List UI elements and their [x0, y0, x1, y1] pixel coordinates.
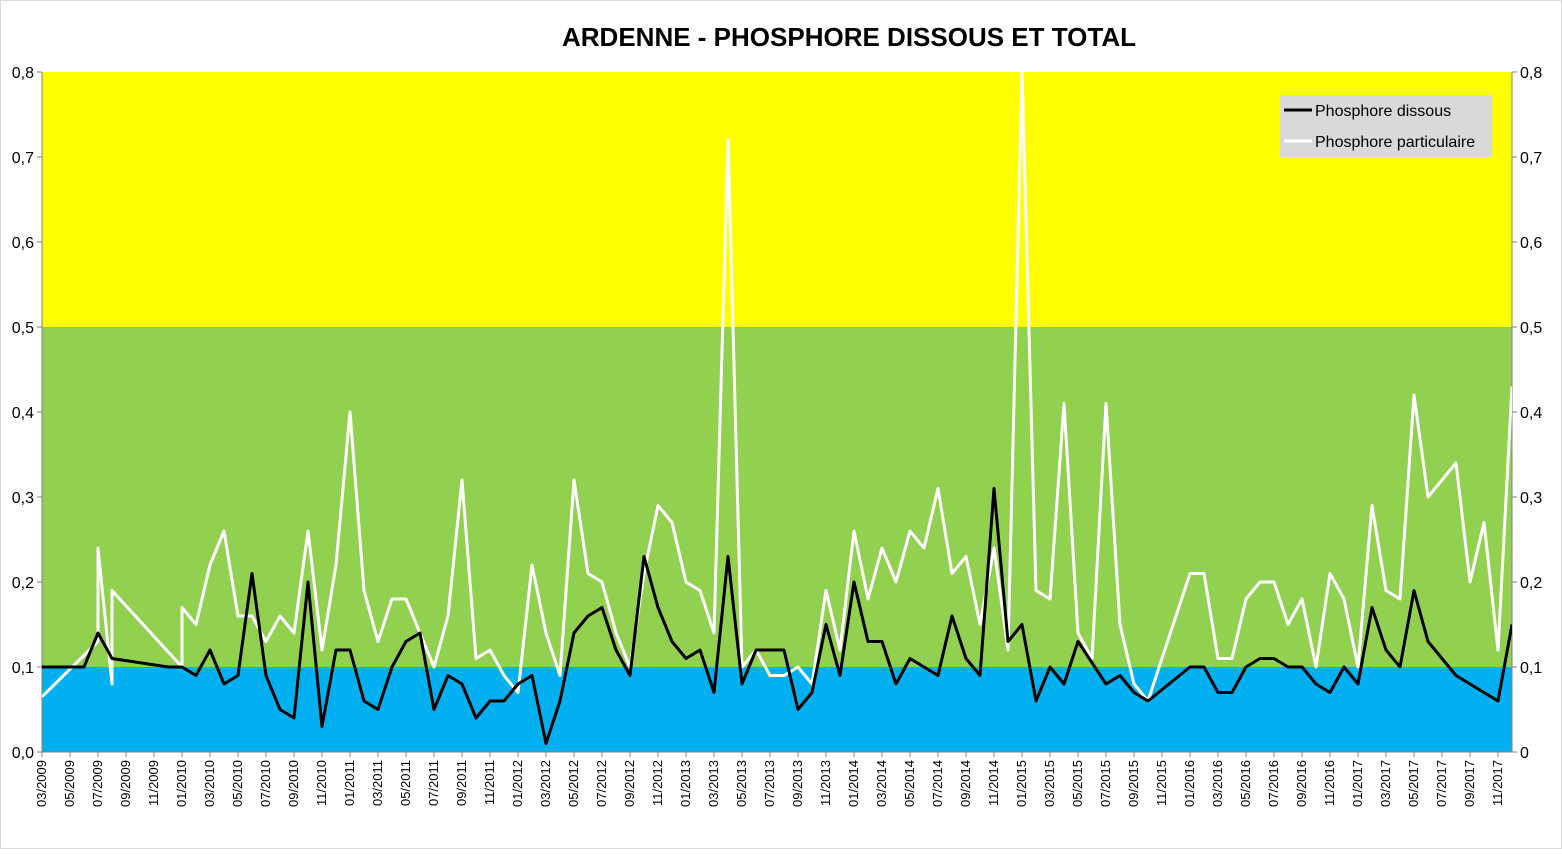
band-0 [42, 667, 1512, 752]
x-tick-label: 01/2012 [510, 760, 525, 807]
chart-title: ARDENNE - PHOSPHORE DISSOUS ET TOTAL [562, 22, 1136, 52]
x-tick-label: 01/2011 [342, 760, 357, 806]
band-1 [42, 327, 1512, 667]
x-tick-label: 03/2009 [34, 760, 49, 807]
x-tick-label: 07/2011 [426, 760, 441, 806]
x-tick-label: 09/2013 [790, 760, 805, 807]
series-line-phosphore-dissous [42, 487, 1512, 745]
series-lines [42, 72, 1512, 745]
x-tick-label: 03/2011 [370, 760, 385, 806]
y-tick-label-left: 0,3 [12, 490, 34, 507]
y-tick-label-left: 0,6 [12, 235, 34, 252]
y-tick-label-left: 0,8 [12, 65, 34, 82]
x-tick-label: 05/2016 [1238, 760, 1253, 807]
x-tick-label: 11/2016 [1322, 760, 1337, 806]
legend: Phosphore dissous Phosphore particulaire [1280, 95, 1492, 157]
x-tick-label: 05/2012 [566, 760, 581, 807]
x-tick-label: 01/2017 [1350, 760, 1365, 807]
x-tick-label: 07/2009 [90, 760, 105, 807]
x-tick-label: 03/2010 [202, 760, 217, 807]
x-tick-label: 11/2009 [146, 760, 161, 806]
x-tick-label: 03/2016 [1210, 760, 1225, 807]
y-tick-label-left: 0,0 [12, 745, 34, 762]
y-tick-label-left: 0,7 [12, 150, 34, 167]
x-tick-label: 11/2014 [986, 760, 1001, 806]
x-tick-label: 11/2013 [818, 760, 833, 806]
x-tick-label: 09/2012 [622, 760, 637, 807]
y-tick-label-right: 0,6 [1520, 235, 1542, 252]
x-tick-label: 05/2013 [734, 760, 749, 807]
x-tick-label: 07/2012 [594, 760, 609, 807]
x-tick-label: 09/2009 [118, 760, 133, 807]
legend-label-particulaire: Phosphore particulaire [1315, 134, 1475, 151]
y-tick-label-left: 0,2 [12, 575, 34, 592]
x-tick-label: 05/2014 [902, 760, 917, 807]
y-tick-label-left: 0,4 [12, 405, 34, 422]
legend-box [1280, 95, 1492, 157]
x-tick-label: 01/2016 [1182, 760, 1197, 807]
y-tick-label-left: 0,1 [12, 660, 34, 677]
x-tick-label: 05/2010 [230, 760, 245, 807]
y-tick-label-right: 0,7 [1520, 150, 1542, 167]
x-tick-label: 03/2012 [538, 760, 553, 807]
x-tick-label: 11/2012 [650, 760, 665, 806]
x-tick-label: 03/2017 [1378, 760, 1393, 807]
x-tick-label: 01/2010 [174, 760, 189, 807]
x-tick-label: 11/2011 [482, 760, 497, 805]
y-tick-label-right: 0,2 [1520, 575, 1542, 592]
y-tick-label-right: 0,3 [1520, 490, 1542, 507]
x-tick-label: 03/2014 [874, 760, 889, 807]
y-tick-label-right: 0,4 [1520, 405, 1542, 422]
x-tick-label: 07/2013 [762, 760, 777, 807]
x-tick-label: 05/2011 [398, 760, 413, 806]
x-tick-label: 09/2016 [1294, 760, 1309, 807]
x-tick-label: 09/2010 [286, 760, 301, 807]
x-tick-label: 01/2015 [1014, 760, 1029, 807]
x-tick-label: 03/2015 [1042, 760, 1057, 807]
x-tick-label: 01/2013 [678, 760, 693, 807]
x-tick-label: 07/2017 [1434, 760, 1449, 807]
x-tick-label: 05/2015 [1070, 760, 1085, 807]
series-line-phosphore-particulaire [42, 72, 1512, 703]
axes: 0,0 0,1 0,2 0,3 0,4 0,5 0,6 0,7 0,8 0 0,1 0,2 0,3 0,4… [12, 65, 1543, 807]
y-tick-label-right: 0 [1520, 745, 1529, 762]
x-tick-label: 09/2017 [1462, 760, 1477, 807]
y-tick-label-right: 0,1 [1520, 660, 1542, 677]
x-tick-label: 01/2014 [846, 760, 861, 807]
legend-label-dissous: Phosphore dissous [1315, 103, 1451, 120]
background-bands [42, 72, 1512, 752]
x-tick-label: 09/2011 [454, 760, 469, 806]
x-tick-label: 03/2013 [706, 760, 721, 807]
x-tick-label: 07/2010 [258, 760, 273, 807]
x-tick-label: 11/2010 [314, 760, 329, 806]
x-tick-label: 07/2014 [930, 760, 945, 807]
x-tick-label: 09/2014 [958, 760, 973, 807]
y-tick-label-left: 0,5 [12, 320, 34, 337]
x-tick-label: 09/2015 [1126, 760, 1141, 807]
x-tick-label: 07/2015 [1098, 760, 1113, 807]
x-tick-label: 07/2016 [1266, 760, 1281, 807]
y-tick-label-right: 0,5 [1520, 320, 1542, 337]
y-tick-label-right: 0,8 [1520, 65, 1542, 82]
band-2 [42, 72, 1512, 327]
x-tick-label: 05/2017 [1406, 760, 1421, 807]
x-tick-label: 11/2015 [1154, 760, 1169, 806]
x-tick-label: 11/2017 [1490, 760, 1505, 806]
x-tick-label: 05/2009 [62, 760, 77, 807]
